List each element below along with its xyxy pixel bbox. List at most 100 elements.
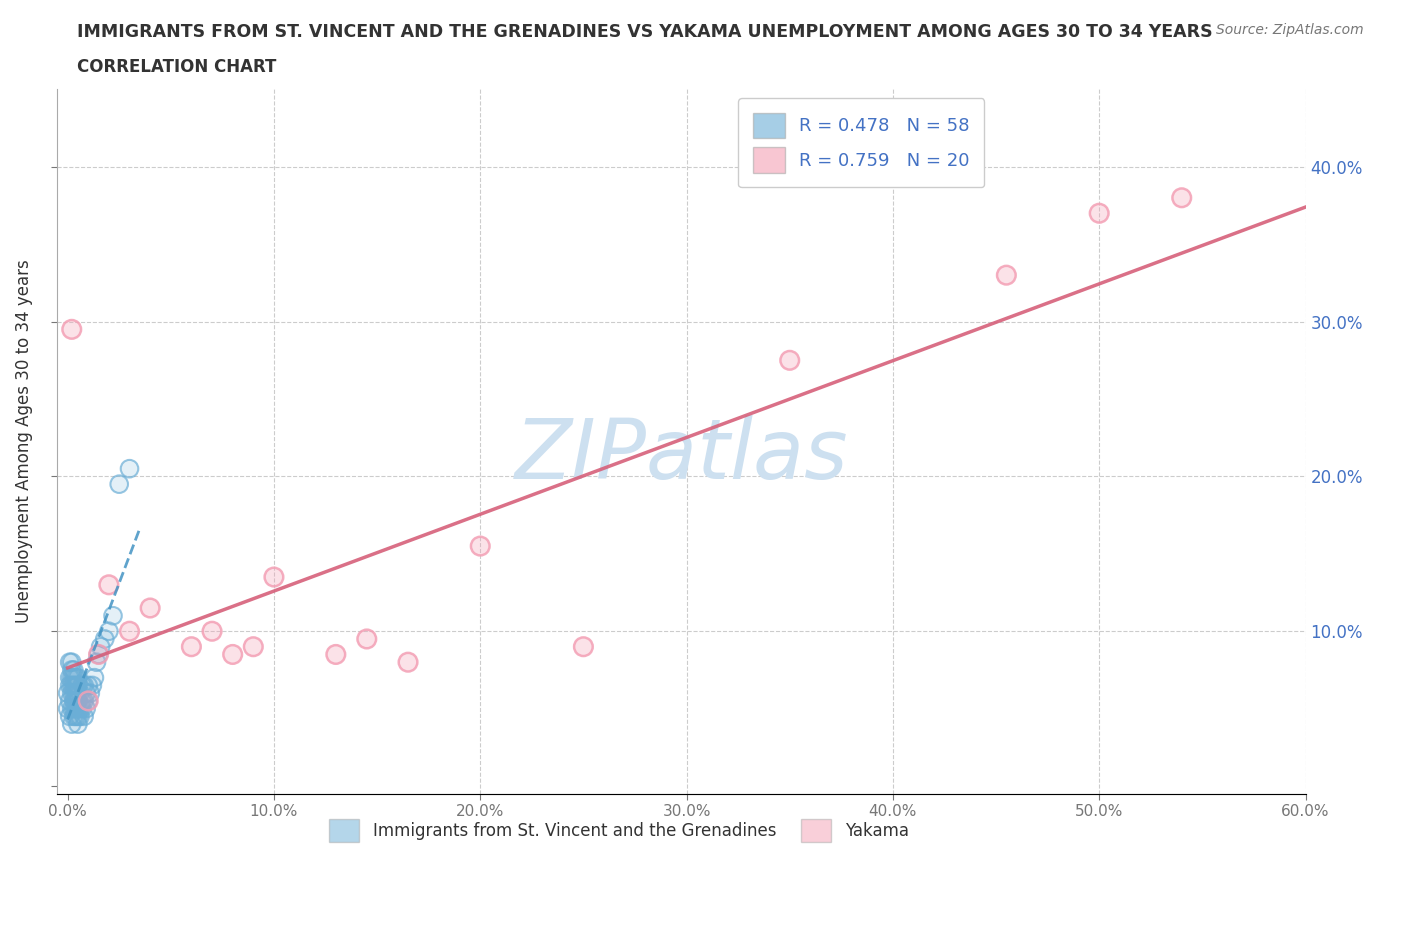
Text: IMMIGRANTS FROM ST. VINCENT AND THE GRENADINES VS YAKAMA UNEMPLOYMENT AMONG AGES: IMMIGRANTS FROM ST. VINCENT AND THE GREN… [77,23,1213,41]
Point [66,717,89,732]
Point [59,655,82,670]
Point [62,694,84,709]
Point [59,678,82,693]
Point [59,671,82,685]
Point [66,685,89,700]
Point [66,701,89,716]
Point [86,655,108,670]
Point [70,701,93,716]
Point [77,694,100,709]
Point [69,701,91,716]
Point [470,538,492,553]
Point [62,701,84,716]
Point [62,678,84,693]
Point [77,694,100,709]
Point [87,647,110,662]
Point [66,678,89,693]
Point [62,678,84,693]
Point [82,678,104,693]
Point [69,685,91,700]
Point [70,701,93,716]
Point [62,662,84,677]
Point [470,538,492,553]
Point [242,639,264,654]
Point [62,671,84,685]
Point [62,685,84,700]
Point [65,671,87,685]
Point [62,694,84,709]
Point [66,717,89,732]
Point [60,655,83,670]
Point [56,685,79,700]
Point [70,694,93,709]
Point [60,717,83,732]
Point [60,662,83,677]
Point [779,352,801,367]
Point [83,671,105,685]
Point [62,709,84,724]
Point [83,671,105,685]
Point [77,678,100,693]
Point [73,694,96,709]
Point [66,678,89,693]
Point [66,685,89,700]
Point [60,655,83,670]
Point [66,671,89,685]
Point [1170,191,1192,206]
Legend: Immigrants from St. Vincent and the Grenadines, Yakama: Immigrants from St. Vincent and the Gren… [323,812,915,849]
Point [66,709,89,724]
Point [59,709,82,724]
Point [118,461,141,476]
Point [263,569,285,584]
Point [60,678,83,693]
Point [65,694,87,709]
Point [59,709,82,724]
Point [69,701,91,716]
Point [118,624,141,639]
Point [60,671,83,685]
Point [62,685,84,700]
Point [75,685,97,700]
Point [242,639,264,654]
Point [139,601,162,616]
Text: CORRELATION CHART: CORRELATION CHART [77,58,277,75]
Point [87,647,110,662]
Point [65,685,87,700]
Point [97,578,120,592]
Point [59,694,82,709]
Point [65,678,87,693]
Point [180,639,202,654]
Point [65,709,87,724]
Point [87,647,110,662]
Point [69,709,91,724]
Point [180,639,202,654]
Point [66,694,89,709]
Point [90,639,112,654]
Point [65,701,87,716]
Point [70,678,93,693]
Point [62,709,84,724]
Point [73,678,96,693]
Point [108,477,131,492]
Point [62,701,84,716]
Point [1088,206,1111,220]
Point [94,631,117,646]
Point [65,685,87,700]
Point [325,647,347,662]
Point [356,631,378,646]
Point [94,631,117,646]
Point [73,709,96,724]
Point [65,701,87,716]
Point [60,671,83,685]
Point [79,685,101,700]
Point [356,631,378,646]
Text: ZIPatlas: ZIPatlas [515,415,848,497]
Point [56,701,79,716]
Point [79,685,101,700]
Point [66,671,89,685]
Point [59,655,82,670]
Point [77,678,100,693]
Point [396,655,419,670]
Point [86,655,108,670]
Point [87,647,110,662]
